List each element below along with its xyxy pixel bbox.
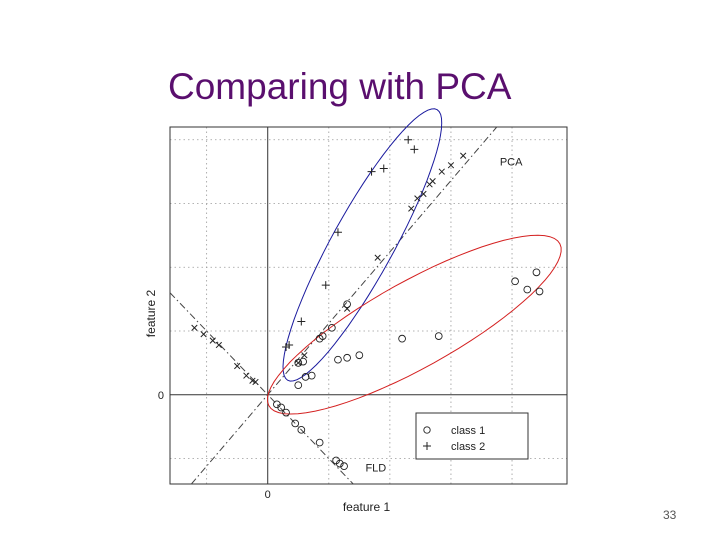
slide-title: Comparing with PCA: [168, 66, 512, 107]
page-number: 33: [663, 508, 677, 522]
pca-projection-point: [460, 152, 467, 159]
pca-projection-point: [374, 254, 381, 261]
class-2-point: [297, 317, 306, 326]
class-1-point: [355, 351, 364, 360]
class-1-point: [294, 359, 303, 367]
fld-projection-point: [234, 362, 241, 370]
class-1-point: [434, 332, 443, 340]
cluster-ellipses: [266, 108, 562, 415]
fld-projection-point: [243, 372, 250, 379]
pca-projection-point: [426, 181, 433, 188]
fld-projection-point: [191, 324, 198, 331]
class-1-point: [299, 357, 307, 366]
class-1-point: [301, 373, 310, 381]
class-1-cluster-ellipse: [266, 234, 562, 415]
fld-projection-point: [252, 378, 259, 386]
pca-projection-point: [295, 359, 302, 367]
class-2-point: [367, 167, 376, 176]
class-2-cluster-ellipse: [282, 108, 443, 382]
y-tick-label: 0: [158, 390, 164, 402]
legend-label: class 2: [451, 441, 485, 453]
class-1-point: [335, 459, 344, 468]
class-1-point: [294, 381, 303, 390]
class-1-point: [315, 334, 324, 343]
class-2-point: [404, 135, 413, 144]
class-1-point: [511, 277, 519, 286]
class-1-point: [297, 425, 306, 434]
class-1-point: [307, 371, 316, 380]
class-1-point: [328, 323, 336, 332]
class-2-point: [333, 228, 342, 237]
class-1-point: [523, 285, 532, 294]
line-label-fld: FLD: [365, 462, 386, 474]
line-fld: [169, 292, 354, 485]
pca-projection-point: [420, 190, 427, 198]
pca-projection-point: [408, 205, 415, 212]
line-label-pca: PCA: [500, 156, 523, 168]
legend-box: [415, 412, 529, 460]
legend-label: class 1: [451, 425, 485, 437]
legend-marker-plus: [423, 442, 431, 450]
class-1-point: [398, 334, 406, 343]
class-1-point: [535, 287, 544, 296]
class-1-point: [334, 355, 342, 364]
class-2-point: [321, 281, 330, 290]
pca-projection-point: [447, 162, 455, 169]
chart-labels: feature 1 feature 2 0 0 PCA FLD: [144, 156, 523, 514]
class-1-point: [291, 419, 300, 428]
data-points: [191, 135, 544, 471]
x-axis-label: feature 1: [343, 500, 391, 514]
class-1-point: [532, 268, 541, 277]
fld-projection-point: [215, 341, 223, 349]
x-tick-label: 0: [265, 489, 271, 501]
class-2-point: [282, 342, 291, 351]
plot-border: [169, 126, 568, 485]
legend-marker-circle: [423, 426, 431, 434]
y-axis-label: feature 2: [144, 289, 158, 337]
class-2-point: [410, 145, 419, 154]
pca-projection-point: [301, 352, 308, 359]
fld-projection-point: [200, 331, 207, 338]
class-1-point: [343, 300, 351, 309]
class-1-point: [340, 462, 348, 471]
fld-projection-point: [209, 337, 216, 344]
class-2-point: [379, 164, 388, 173]
class-1-point: [343, 353, 351, 362]
pca-projection-point: [414, 195, 421, 202]
pca-projection-point: [438, 168, 445, 175]
legend: class 1 class 2: [415, 412, 529, 460]
class-1-point: [282, 408, 290, 417]
class-1-point: [315, 438, 324, 447]
pca-projection-point: [343, 305, 351, 312]
class-1-point: [277, 403, 286, 412]
